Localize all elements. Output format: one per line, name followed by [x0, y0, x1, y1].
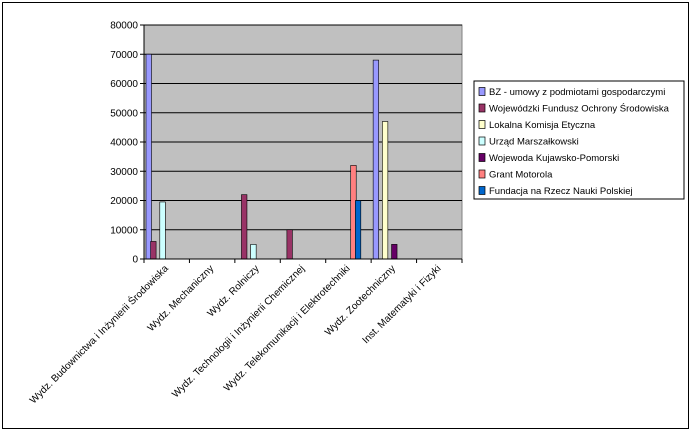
bar: [241, 194, 248, 260]
bars: [145, 53, 398, 260]
legend-swatch: [478, 153, 486, 162]
legend-label: Fundacja na Rzecz Nauki Polskiej: [489, 186, 633, 197]
legend-label: Grant Motorola: [489, 170, 553, 181]
bar: [372, 59, 379, 260]
bar: [286, 229, 293, 260]
y-tick-label: 0: [132, 255, 138, 266]
bar: [159, 201, 166, 260]
bar: [382, 121, 389, 260]
legend-swatch: [478, 186, 486, 195]
y-tick-label: 60000: [110, 79, 138, 90]
y-tick-label: 40000: [110, 138, 138, 149]
bar: [250, 244, 257, 260]
legend-label: Wojewoda Kujawsko-Pomorski: [489, 153, 619, 164]
legend-swatch: [478, 136, 486, 146]
legend-swatch: [478, 87, 486, 96]
axes: [140, 24, 463, 263]
legend: BZ - umowy z podmiotami gospodarczymi Woj…: [473, 80, 685, 200]
y-tick-label: 20000: [110, 196, 138, 207]
legend-swatch: [478, 120, 486, 129]
y-tick-label: 50000: [110, 108, 138, 119]
bar: [150, 241, 157, 260]
y-tick-label: 30000: [110, 167, 138, 178]
y-tick-label: 70000: [110, 50, 138, 61]
legend-label: Lokalna Komisja Etyczna: [489, 120, 596, 131]
y-tick-label: 80000: [110, 21, 138, 32]
gridlines: [144, 24, 462, 231]
legend-label: Wojewódzki Fundusz Ochrony Środowiska: [489, 103, 670, 115]
y-tick-label: 10000: [110, 225, 138, 236]
legend-label: Urząd Marszałkowski: [489, 137, 579, 148]
legend-swatch: [478, 103, 486, 113]
y-axis-tick-labels: 0 10000 20000 30000 40000 50000 60000 70000 8000…: [110, 21, 138, 266]
legend-label: BZ - umowy z podmiotami gospodarczymi: [489, 87, 665, 98]
bar: [391, 244, 398, 260]
bar: [145, 53, 152, 260]
bar: [355, 200, 362, 260]
legend-swatch: [478, 169, 486, 179]
legend-box: [473, 80, 685, 200]
